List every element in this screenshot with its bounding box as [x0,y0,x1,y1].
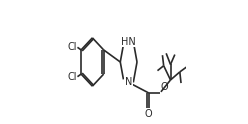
Text: N: N [125,78,132,87]
Text: Cl: Cl [68,72,77,82]
Text: O: O [145,109,153,119]
Text: HN: HN [121,37,135,46]
Text: Cl: Cl [68,42,77,52]
Text: O: O [161,82,168,92]
